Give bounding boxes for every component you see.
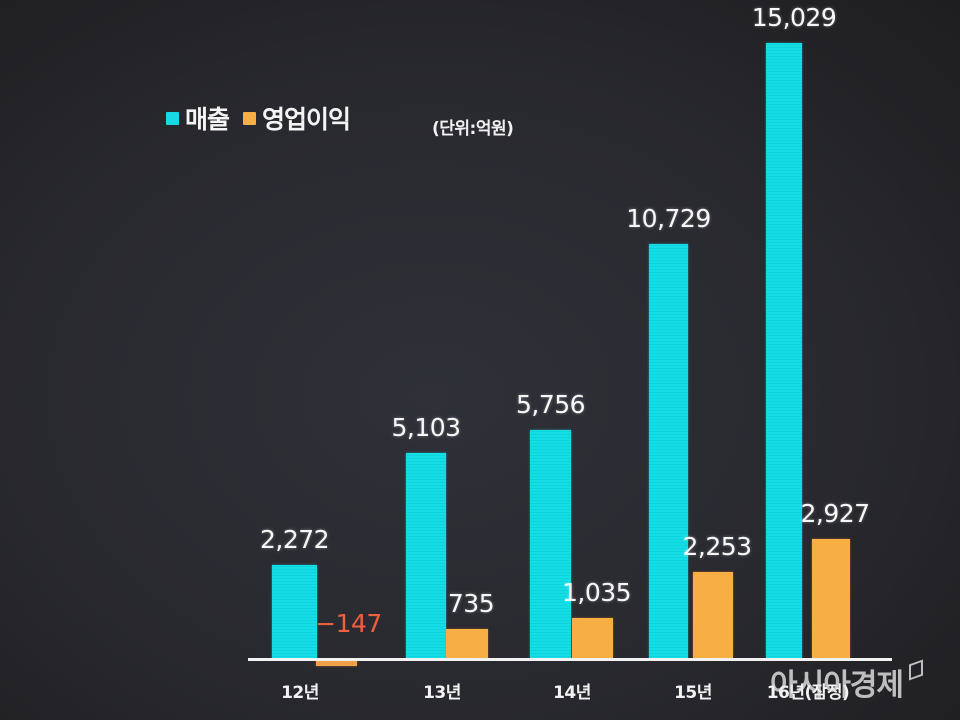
watermark-text: 아시아경제	[770, 668, 904, 703]
value-label-profit: 2,927	[800, 498, 870, 528]
x-axis-label: 13년	[423, 683, 461, 703]
sales-swatch-icon	[166, 111, 179, 125]
x-axis-label: 12년	[281, 683, 319, 703]
x-axis-line	[248, 658, 892, 661]
bar-sales	[530, 429, 571, 659]
bar-sales	[766, 42, 802, 659]
bar-operating-profit	[316, 660, 357, 667]
legend-item-sales: 매출	[166, 100, 230, 136]
legend-item-profit: 영업이익	[243, 100, 351, 136]
profit-swatch-icon	[243, 111, 257, 125]
bar-operating-profit	[812, 538, 850, 659]
legend-label-profit: 영업이익	[262, 105, 351, 134]
value-label-profit: 1,035	[561, 577, 632, 607]
bar-operating-profit	[446, 629, 488, 659]
x-axis-label: 15년	[674, 683, 712, 703]
x-axis-label: 16년(잠정)	[766, 683, 850, 703]
value-label-sales: 2,272	[259, 524, 330, 554]
bar-sales	[272, 564, 317, 659]
bar-sales	[649, 243, 688, 659]
watermark: 아시아경제	[770, 659, 923, 704]
value-label-sales: 5,756	[515, 389, 586, 419]
value-label-profit: −147	[315, 609, 382, 638]
unit-note: (단위:억원)	[432, 119, 514, 139]
value-label-profit: 735	[447, 589, 495, 619]
legend-label-sales: 매출	[185, 105, 230, 134]
bar-operating-profit	[693, 571, 733, 659]
value-label-sales: 15,029	[751, 2, 837, 32]
value-label-sales: 10,729	[626, 203, 711, 233]
chart-legend: 매출 영업이익	[166, 100, 364, 136]
value-label-profit: 2,253	[682, 531, 752, 561]
x-axis-label: 14년	[553, 683, 591, 703]
watermark-logo-icon	[909, 659, 923, 681]
bar-sales	[406, 452, 446, 659]
bar-operating-profit	[572, 617, 613, 659]
value-label-sales: 5,103	[391, 412, 461, 442]
